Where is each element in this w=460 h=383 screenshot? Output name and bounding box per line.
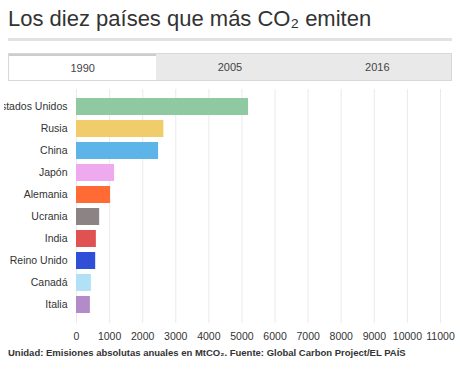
svg-text:7000: 7000: [296, 330, 320, 342]
svg-text:4000: 4000: [197, 330, 221, 342]
svg-text:0: 0: [74, 330, 80, 342]
svg-text:11000: 11000: [426, 330, 455, 342]
html-text:2016: 2016: [365, 61, 390, 73]
svg-text:6000: 6000: [263, 330, 287, 342]
svg-text:Ucrania: Ucrania: [31, 210, 67, 222]
svg-text:9000: 9000: [363, 330, 387, 342]
html-text:Unidad: Emisiones absolutas an: Unidad: Emisiones absolutas anuales en M…: [8, 347, 406, 358]
svg-text:Japón: Japón: [39, 166, 68, 178]
svg-text:8000: 8000: [330, 330, 354, 342]
html-text:2005: 2005: [217, 61, 243, 73]
svg-text:Canadá: Canadá: [31, 276, 68, 288]
svg-text:Alemania: Alemania: [24, 188, 68, 200]
svg-text:5000: 5000: [230, 330, 254, 342]
html-text:1990: 1990: [70, 62, 95, 74]
svg-text:Estados Unidos: Estados Unidos: [4, 100, 68, 112]
svg-text:Reino Unido: Reino Unido: [10, 254, 68, 266]
svg-text:3000: 3000: [164, 330, 188, 342]
svg-text:China: China: [40, 144, 68, 156]
svg-text:10000: 10000: [393, 330, 422, 342]
svg-text:1000: 1000: [98, 330, 122, 342]
svg-text:Rusia: Rusia: [41, 122, 68, 134]
svg-text:India: India: [45, 232, 68, 244]
html-text:Los diez países que más CO₂ em: Los diez países que más CO₂ emiten: [8, 6, 372, 31]
svg-text:Italia: Italia: [45, 298, 67, 310]
svg-text:2000: 2000: [131, 330, 155, 342]
